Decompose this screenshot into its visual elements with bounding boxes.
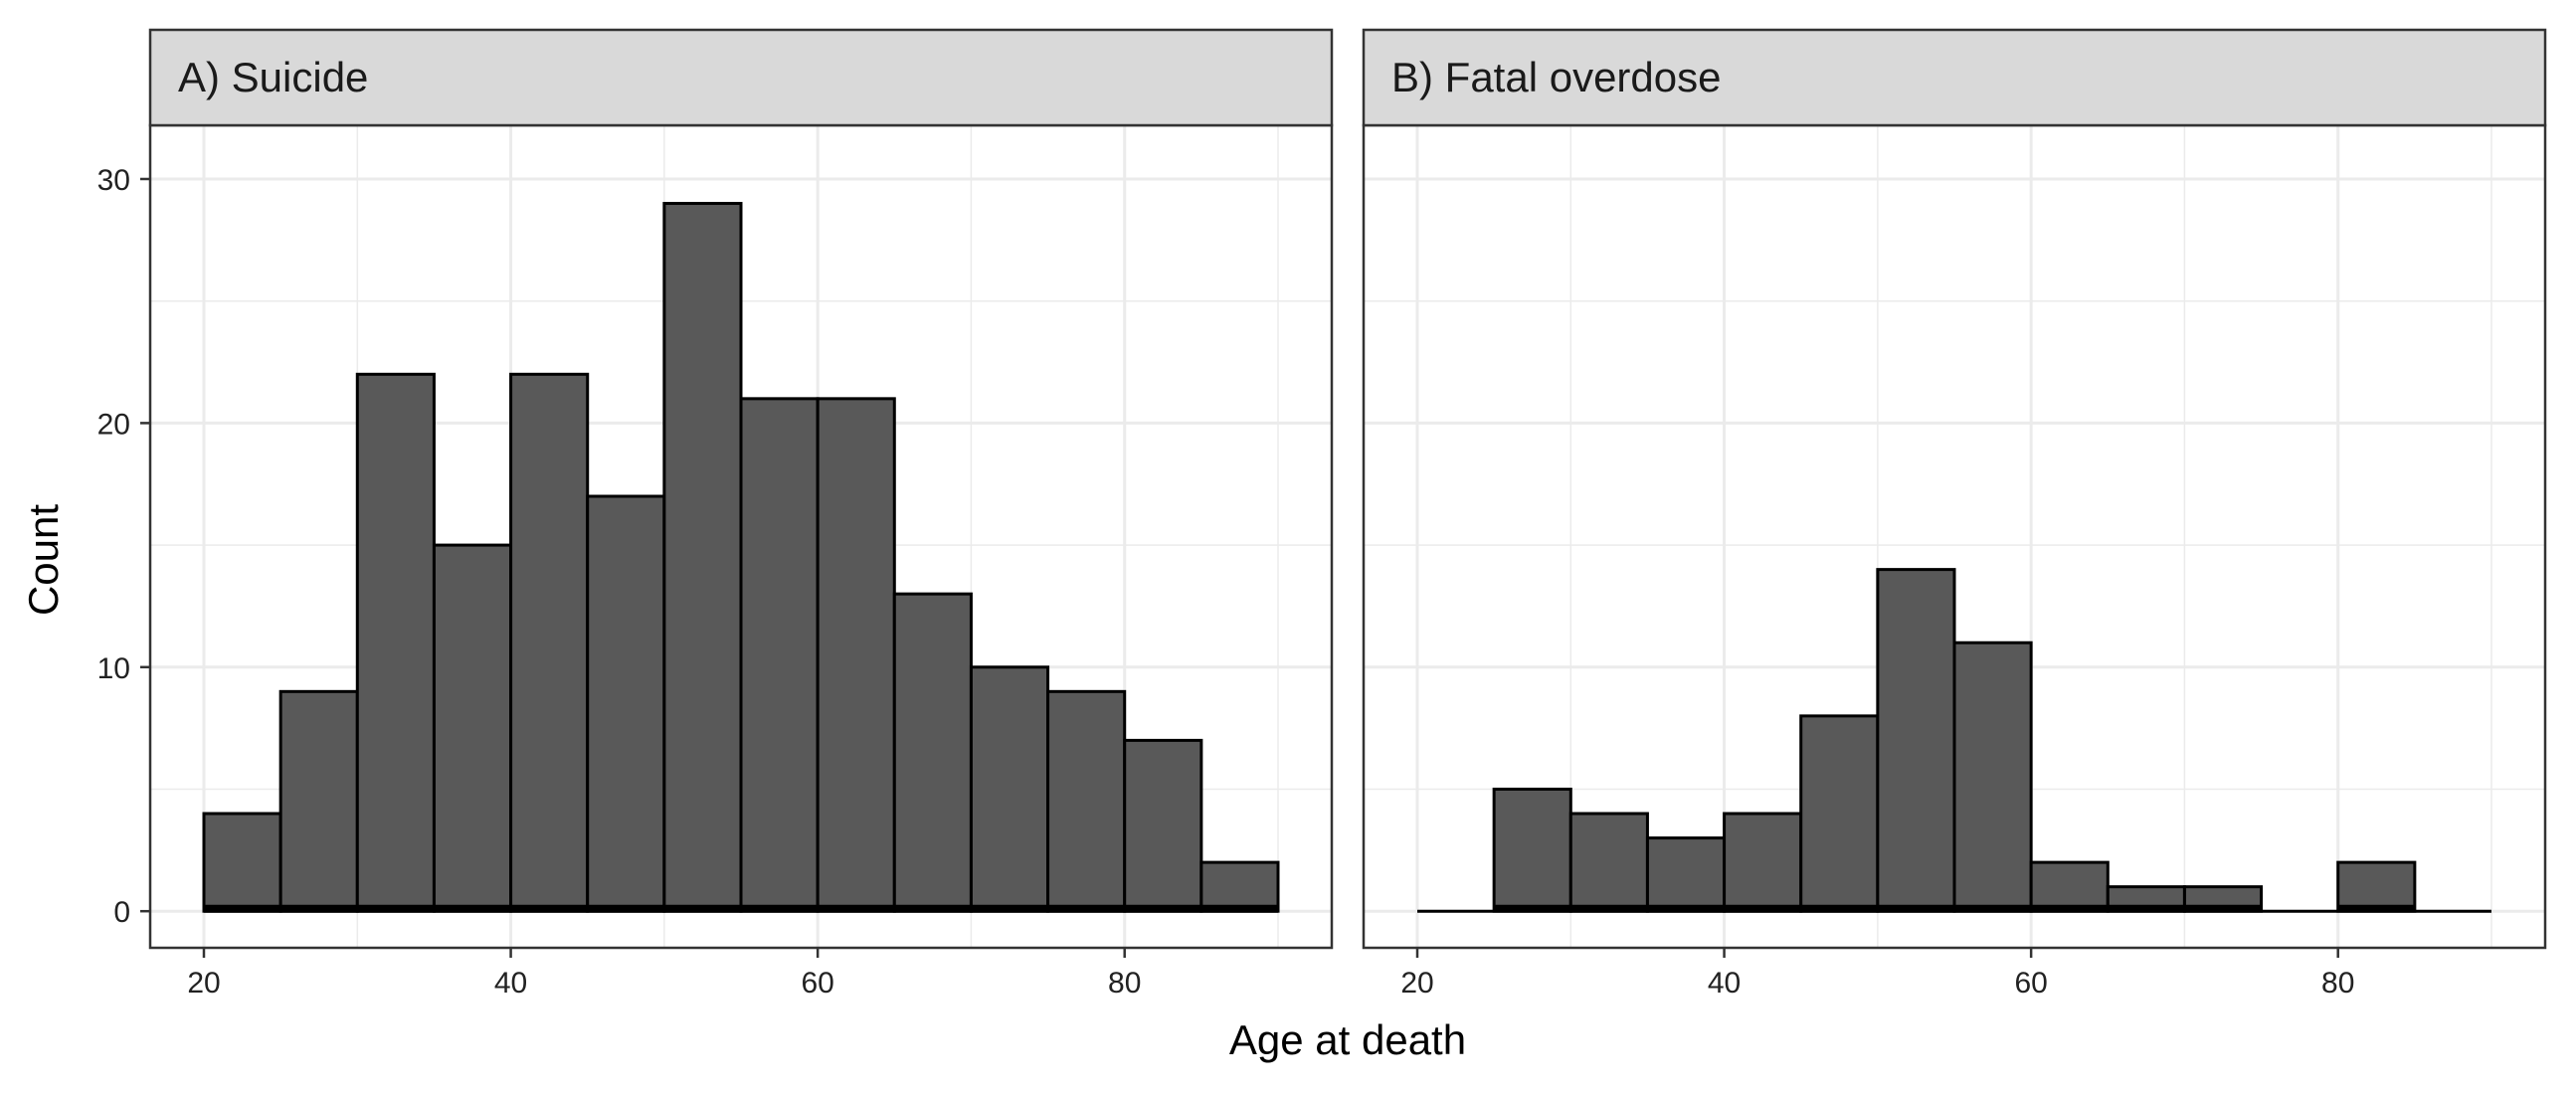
panel-title: A) Suicide	[178, 54, 368, 100]
histogram-bar	[202, 812, 282, 913]
histogram-bar	[2336, 860, 2417, 913]
y-tick-label: 30	[97, 164, 130, 197]
histogram-bar	[509, 372, 590, 913]
panel-strip	[148, 28, 1334, 127]
panel-2: B) Fatal overdose 20 40 60 80	[1362, 28, 2547, 1000]
bars	[202, 202, 1280, 913]
histogram-bar	[1046, 689, 1127, 913]
histogram-bar	[1645, 836, 1727, 913]
histogram-bar	[1568, 812, 1649, 913]
y-tick-label: 10	[97, 652, 130, 685]
histogram-bar	[1876, 568, 1956, 913]
x-tick-label: 80	[1108, 967, 1141, 1000]
y-axis: 0 10 20 30	[97, 164, 150, 929]
histogram-bar	[1799, 714, 1880, 913]
x-tick-label: 20	[1400, 967, 1433, 1000]
x-tick-label: 60	[801, 967, 833, 1000]
histogram-bar	[1723, 812, 1803, 913]
histogram-bar	[2029, 860, 2110, 913]
histogram-bar	[662, 202, 743, 913]
histogram-bar	[1199, 860, 1280, 913]
histogram-bar	[969, 665, 1050, 913]
y-tick-label: 0	[113, 896, 130, 929]
histogram-bar	[739, 397, 820, 913]
histogram-bar	[892, 592, 973, 913]
panel-strip	[1362, 28, 2547, 127]
x-tick-label: 20	[187, 967, 220, 1000]
bars	[1417, 568, 2491, 913]
y-axis-title: Count	[20, 504, 67, 616]
histogram-bar	[278, 689, 359, 913]
x-axis-title: Age at death	[1229, 1016, 1466, 1063]
x-tick-label: 80	[2321, 967, 2354, 1000]
y-tick-label: 20	[97, 408, 130, 441]
histogram-bar	[1492, 787, 1572, 913]
histogram-bar	[355, 372, 436, 913]
panel-title: B) Fatal overdose	[1391, 54, 1722, 100]
x-axis: 20 40 60 80	[187, 948, 1141, 1000]
histogram-bar	[816, 397, 896, 913]
histogram-bar	[432, 543, 513, 913]
histogram-bar	[1952, 640, 2033, 913]
x-tick-label: 40	[494, 967, 527, 1000]
x-tick-label: 40	[1708, 967, 1741, 1000]
x-axis: 20 40 60 80	[1400, 948, 2354, 1000]
histogram-bar	[586, 494, 666, 913]
histogram-bar	[1123, 738, 1203, 913]
panel-1: A) Suicide 20 40 60 80	[148, 28, 1334, 1000]
x-tick-label: 60	[2014, 967, 2047, 1000]
